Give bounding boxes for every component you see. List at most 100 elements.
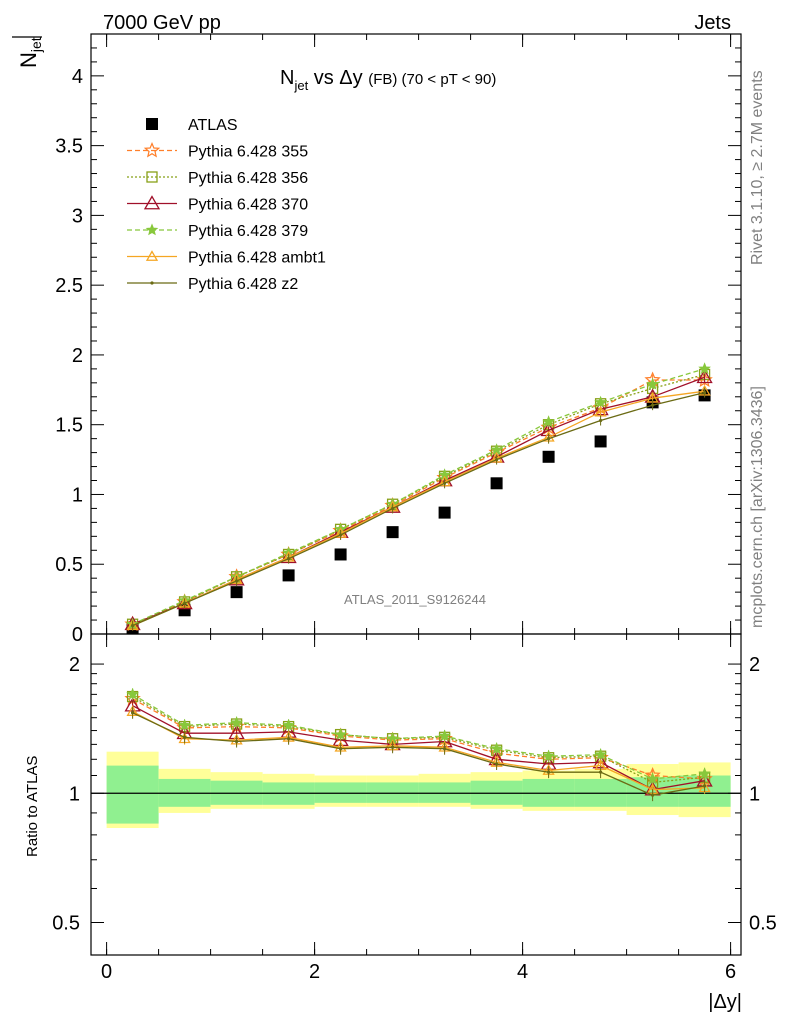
ratio-point [599,770,603,774]
data-point [542,450,555,463]
data-point [391,506,395,511]
legend-label: Pythia 6.428 356 [188,170,308,187]
ratio-point [490,742,503,755]
ratio-point [651,793,655,797]
x-tick-label: 2 [309,961,320,983]
legend-entry: Pythia 6.428 356 [127,170,308,187]
ratio-point [334,728,347,740]
band-inner [106,765,159,824]
series-line [132,376,705,625]
data-point [495,457,499,462]
ratio-line [132,698,705,780]
ratio-line [132,712,705,796]
legend-label: Pythia 6.428 355 [188,144,308,161]
data-point [646,377,659,390]
ratio-point [287,737,291,741]
top-ylabel: Njet [12,36,44,68]
ratio-line [132,693,705,780]
x-tick-label: 6 [725,961,736,983]
top-y-tick-label: 2.5 [55,275,83,297]
data-point [547,437,551,441]
ratio-ylabel: Ratio to ATLAS [24,756,41,857]
top-y-tick-label: 3 [72,205,83,227]
top-y-tick-label: 0 [72,624,83,646]
ratio-pythia-6-428-379 [126,687,711,785]
legend-marker [143,141,161,158]
data-point [542,415,555,428]
ratio-panel: 0.5 0.5 1 1 2 2 0 2 4 6 [52,633,777,983]
ratio-point [183,735,187,739]
side-label-mcplots: mcplots.cern.ch [arXiv:1306.3436] [749,386,766,628]
series-line [132,391,705,627]
data-point [287,557,291,561]
top-panel: 0 0.5 1 1.5 2 2.5 3 3.5 4 [55,33,742,646]
band-inner [418,782,471,803]
legend-marker [150,281,154,285]
series-line [132,368,705,625]
data-point [594,395,607,408]
data-point [703,391,707,395]
series-pythia-6-428-z2 [131,387,707,631]
side-label-rivet: Rivet 3.1.10, ≥ 2.7M events [749,70,766,265]
data-point [696,368,713,384]
data-point [230,586,243,599]
header-left-label: 7000 GeV pp [103,12,221,34]
ratio-line [132,711,705,791]
legend: ATLAS Pythia 6.428 355 Pythia 6.428 356 Pyt… [127,117,326,293]
data-point [235,579,239,583]
x-tick-label: 4 [517,961,528,983]
ratio-point [391,745,395,749]
top-y-tick-label: 1 [72,484,83,506]
ratio-pythia-6-428-z2 [131,706,707,802]
data-point [334,548,347,561]
ratio-series-layer [124,687,713,802]
data-point [698,362,711,375]
data-point [438,506,451,519]
ratio-point [178,718,191,731]
ratio-point [698,767,711,780]
legend-entry: Pythia 6.428 ambt1 [127,250,326,267]
top-y-tick-label: 3.5 [55,136,83,158]
ratio-point [131,711,135,715]
legend-label: Pythia 6.428 379 [188,223,308,240]
top-y-tick-label: 1.5 [55,415,83,437]
ylabel-n: Njet [16,37,44,68]
x-tick-label: 0 [101,961,112,983]
ratio-point [646,772,659,785]
ratio-point [495,762,499,766]
legend-marker [146,171,158,183]
data-point [443,481,447,485]
data-point [599,418,603,423]
ratio-y-tick-label-right: 2 [749,654,760,676]
top-y-tick-label: 0.5 [55,554,83,576]
top-series-layer [124,362,713,635]
ratio-point [542,749,555,762]
legend-marker [146,118,158,130]
ratio-y-tick-label: 0.5 [52,912,80,934]
top-y-tick-label: 4 [72,66,83,88]
data-point [339,533,343,537]
legend-entry: Pythia 6.428 379 [127,223,308,240]
legend-entry: Pythia 6.428 355 [127,141,308,161]
ratio-point [230,716,243,729]
data-point [131,624,135,628]
ratio-point [438,729,451,742]
ratio-point [594,748,607,760]
ratio-y-tick-label-right: 1 [749,783,760,805]
ratio-point [126,687,139,700]
ratio-panel-frame [90,633,742,956]
ratio-point [443,747,447,751]
series-line [132,390,705,627]
ratio-y-tick-label: 1 [69,783,80,805]
ratio-line [132,696,705,784]
ratio-point [547,770,551,774]
plot-title: Njet vs Δy (FB) (70 < pT < 90) [280,67,496,93]
ratio-point [703,784,707,788]
band-inner [366,782,419,803]
legend-label: Pythia 6.428 z2 [188,276,298,293]
top-y-tick-label: 2 [72,345,83,367]
ratio-y-tick-label-right: 0.5 [749,912,777,934]
series-line [132,373,705,625]
ratio-point [282,718,295,731]
